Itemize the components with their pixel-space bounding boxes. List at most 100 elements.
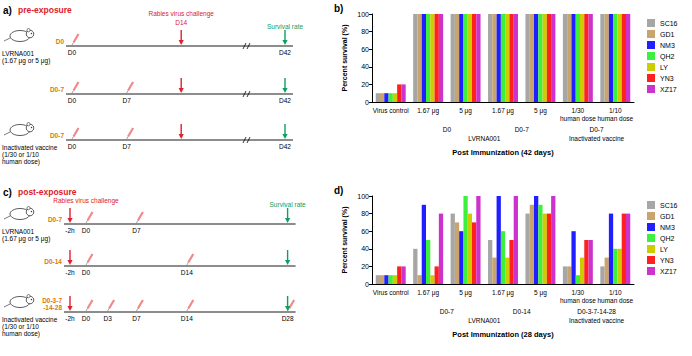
svg-text:Rabies virus challenge: Rabies virus challenge <box>53 197 119 205</box>
svg-text:D0: D0 <box>82 227 91 234</box>
svg-text:Inactivated vaccine: Inactivated vaccine <box>569 317 625 324</box>
svg-text:D0-14: D0-14 <box>513 308 531 315</box>
svg-text:D0-7: D0-7 <box>50 132 64 139</box>
svg-text:a): a) <box>3 5 12 16</box>
svg-text:Inactivated vaccine: Inactivated vaccine <box>2 316 58 323</box>
svg-text:human dose: human dose <box>597 115 633 122</box>
svg-text:20: 20 <box>361 263 369 270</box>
svg-text:D0-14: D0-14 <box>44 258 62 265</box>
svg-text:20: 20 <box>361 81 369 88</box>
svg-text:D0-7: D0-7 <box>440 308 454 315</box>
svg-text:D28: D28 <box>282 315 294 322</box>
svg-text:LVRNA001: LVRNA001 <box>2 228 34 235</box>
svg-text:SC16: SC16 <box>660 20 678 27</box>
svg-text:80: 80 <box>361 28 369 35</box>
svg-text:LVRNA001: LVRNA001 <box>2 50 34 57</box>
svg-text:D42: D42 <box>279 97 291 104</box>
svg-text:5 μg: 5 μg <box>534 107 547 115</box>
svg-text:D42: D42 <box>279 143 291 150</box>
svg-text:D0-3-7: D0-3-7 <box>42 297 62 304</box>
svg-text:D0-3-7-14-28: D0-3-7-14-28 <box>577 308 616 315</box>
svg-text:NM3: NM3 <box>660 224 675 231</box>
svg-text:D7: D7 <box>132 227 141 234</box>
svg-text:post-exposure: post-exposure <box>18 187 77 197</box>
svg-text:Post Immunization (42 days): Post Immunization (42 days) <box>452 148 554 157</box>
svg-text:D42: D42 <box>279 49 291 56</box>
svg-text:D0-7: D0-7 <box>515 126 529 133</box>
svg-text:5 μg: 5 μg <box>459 289 472 297</box>
svg-text:1.67 μg: 1.67 μg <box>492 107 514 115</box>
svg-text:D0: D0 <box>82 315 91 322</box>
svg-text:XZ17: XZ17 <box>660 268 677 275</box>
svg-text:100: 100 <box>357 193 369 200</box>
svg-text:SC16: SC16 <box>660 202 678 209</box>
svg-text:LVRNA001: LVRNA001 <box>468 135 500 142</box>
svg-text:(1.67 μg or 5 μg): (1.67 μg or 5 μg) <box>2 235 50 243</box>
svg-text:Rabies virus challenge: Rabies virus challenge <box>148 10 214 18</box>
svg-text:Percent survival (%): Percent survival (%) <box>341 25 349 92</box>
svg-text:(1.67 μg or 5 μg): (1.67 μg or 5 μg) <box>2 57 50 65</box>
svg-text:1/30: 1/30 <box>572 107 585 114</box>
svg-text:human dose: human dose <box>560 115 596 122</box>
svg-text:D14: D14 <box>181 269 193 276</box>
svg-text:D7: D7 <box>122 143 131 150</box>
svg-text:D14: D14 <box>175 19 187 26</box>
svg-text:Virus control: Virus control <box>373 289 410 296</box>
svg-text:LY: LY <box>660 246 668 253</box>
svg-text:YN3: YN3 <box>660 257 674 264</box>
svg-text:LY: LY <box>660 64 668 71</box>
svg-text:D0-7: D0-7 <box>590 126 604 133</box>
svg-text:Percent survival (%): Percent survival (%) <box>341 207 349 274</box>
svg-text:D0-7: D0-7 <box>48 216 62 223</box>
svg-text:Virus control: Virus control <box>373 107 410 114</box>
svg-text:80: 80 <box>361 210 369 217</box>
svg-text:1/10: 1/10 <box>609 289 622 296</box>
svg-text:D0: D0 <box>68 49 77 56</box>
svg-text:b): b) <box>334 3 343 14</box>
svg-text:QH2: QH2 <box>660 235 675 243</box>
svg-text:D3: D3 <box>103 315 112 322</box>
svg-text:YN3: YN3 <box>660 75 674 82</box>
svg-text:60: 60 <box>361 228 369 235</box>
svg-text:D0: D0 <box>82 269 91 276</box>
svg-text:1.67 μg: 1.67 μg <box>492 289 514 297</box>
svg-text:0: 0 <box>365 99 369 106</box>
svg-text:human dose): human dose) <box>2 158 40 166</box>
svg-text:D14: D14 <box>181 315 193 322</box>
svg-text:QH2: QH2 <box>660 53 675 61</box>
svg-text:D0: D0 <box>443 126 452 133</box>
svg-text:60: 60 <box>361 46 369 53</box>
svg-text:D0: D0 <box>68 143 77 150</box>
svg-text:-2h: -2h <box>65 227 75 234</box>
svg-text:D7: D7 <box>132 315 141 322</box>
svg-text:D0-7: D0-7 <box>50 86 64 93</box>
svg-text:1/30: 1/30 <box>572 289 585 296</box>
svg-text:pre-exposure: pre-exposure <box>18 5 72 15</box>
svg-text:1.67 μg: 1.67 μg <box>417 289 439 297</box>
svg-text:LVRNA001: LVRNA001 <box>468 317 500 324</box>
svg-text:40: 40 <box>361 245 369 252</box>
svg-text:1.67 μg: 1.67 μg <box>417 107 439 115</box>
svg-text:5 μg: 5 μg <box>534 289 547 297</box>
svg-text:human dose: human dose <box>597 297 633 304</box>
svg-text:1/10: 1/10 <box>609 107 622 114</box>
svg-text:human dose): human dose) <box>2 330 40 338</box>
svg-text:D0: D0 <box>68 97 77 104</box>
svg-text:GD1: GD1 <box>660 31 675 38</box>
svg-text:40: 40 <box>361 63 369 70</box>
svg-text:-2h: -2h <box>65 269 75 276</box>
svg-text:100: 100 <box>357 11 369 18</box>
svg-text:GD1: GD1 <box>660 213 675 220</box>
svg-text:-2h: -2h <box>65 315 75 322</box>
svg-text:human dose: human dose <box>560 297 596 304</box>
svg-text:0: 0 <box>365 281 369 288</box>
svg-text:c): c) <box>3 187 12 198</box>
svg-text:Inactivated vaccine: Inactivated vaccine <box>569 135 625 142</box>
svg-text:Survival rate: Survival rate <box>270 201 307 208</box>
svg-text:D7: D7 <box>122 97 131 104</box>
svg-text:D0: D0 <box>56 38 65 45</box>
svg-text:Inactivated vaccine: Inactivated vaccine <box>2 144 58 151</box>
svg-text:NM3: NM3 <box>660 42 675 49</box>
svg-text:XZ17: XZ17 <box>660 86 677 93</box>
svg-text:d): d) <box>334 185 343 196</box>
